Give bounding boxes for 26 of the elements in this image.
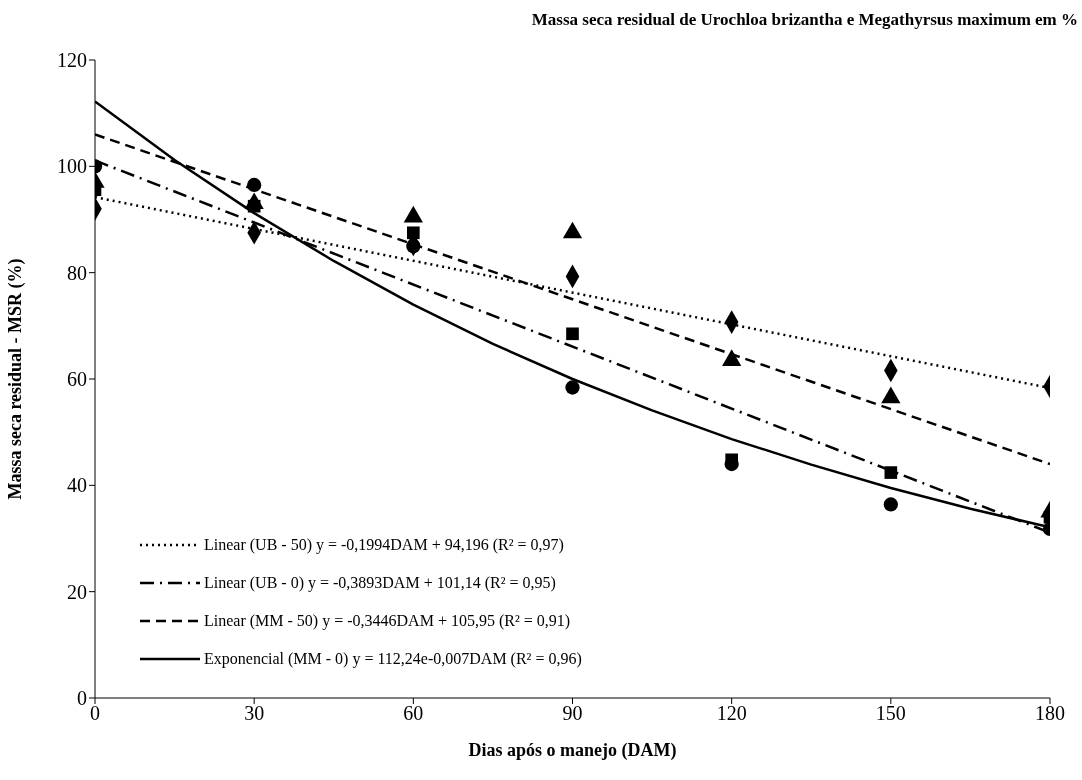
x-tick-label: 30 — [244, 702, 265, 725]
y-tick-label: 40 — [67, 474, 87, 497]
y-axis-title: Massa seca residual - MSR (%) — [5, 258, 27, 500]
y-tick-label: 80 — [67, 261, 87, 284]
x-tick-label: 60 — [403, 702, 424, 725]
x-axis-title: Dias após o manejo (DAM) — [468, 740, 677, 761]
point — [565, 380, 580, 395]
legend-label: Linear (UB - 50) y = -0,1994DAM + 94,196 (R² = 0,97) — [204, 536, 564, 554]
x-tick-label: 90 — [562, 702, 583, 725]
chart-title: Massa seca residual de Urochloa brizantha e Megathyrsus maximum em % — [531, 10, 1078, 30]
y-tick-label: 100 — [57, 155, 87, 178]
y-tick-label: 20 — [67, 580, 87, 603]
y-tick-label: 60 — [67, 368, 87, 391]
point — [566, 327, 579, 341]
point — [247, 177, 262, 193]
x-tick-label: 180 — [1035, 702, 1065, 725]
legend-label: Linear (UB - 0) y = -0,3893DAM + 101,14 (R² = 0,95) — [204, 574, 556, 592]
y-tick-label: 0 — [77, 687, 87, 710]
legend-label: Linear (MM - 50) y = -0,3446DAM + 105,95 (R² = 0,91) — [204, 612, 571, 630]
point — [883, 497, 898, 512]
x-tick-label: 150 — [875, 702, 906, 725]
legend-label: Exponencial (MM - 0) y = 112,24e-0,007DAM (R² = 0,96) — [204, 650, 582, 668]
x-tick-label: 120 — [716, 702, 747, 725]
point — [407, 226, 420, 240]
point — [406, 238, 421, 254]
y-tick-label: 120 — [57, 49, 87, 72]
